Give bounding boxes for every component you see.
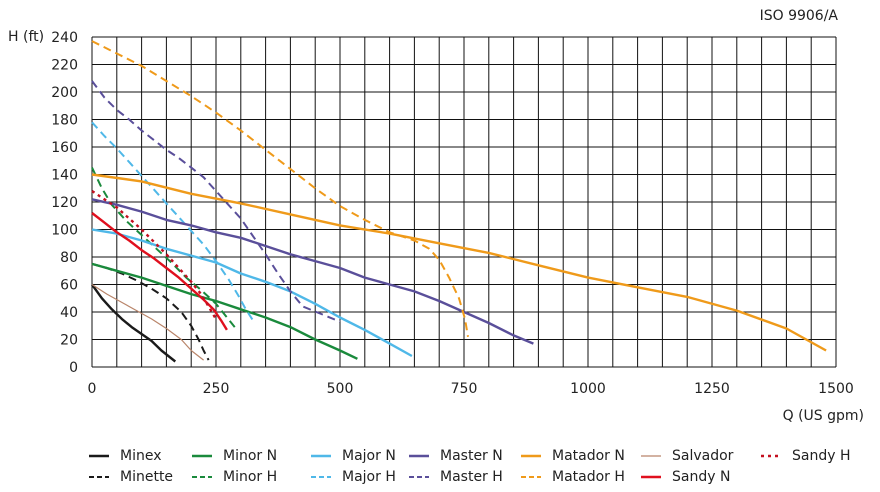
curve-minex xyxy=(91,283,177,363)
curve-minor-h xyxy=(91,167,237,330)
legend-item-minette: Minette xyxy=(88,469,173,485)
legend-swatch xyxy=(311,476,331,478)
x-axis-label: Q (US gpm) xyxy=(783,408,864,424)
legend-label: Minor H xyxy=(223,469,278,485)
legend-item-minor-n: Minor N xyxy=(191,448,277,464)
legend-swatch xyxy=(409,454,429,458)
legend-item-minor-h: Minor H xyxy=(191,469,277,485)
y-tick-label: 60 xyxy=(60,278,78,294)
y-tick-label: 220 xyxy=(51,58,78,74)
y-tick-label: 0 xyxy=(69,360,78,376)
legend-swatch xyxy=(89,476,109,478)
legend-item-salvador: Salvador xyxy=(640,448,733,464)
x-tick-label: 1250 xyxy=(694,381,730,397)
curve-major-n xyxy=(91,228,413,358)
legend: Minex Minette Minor N Minor H Major N Major H… xyxy=(88,448,868,492)
legend-swatch xyxy=(192,454,212,458)
curve-minor-n xyxy=(91,262,358,360)
y-axis-label: H (ft) xyxy=(8,29,44,45)
legend-label: Sandy N xyxy=(672,469,731,485)
y-tick-label: 80 xyxy=(60,250,78,266)
curve-master-n xyxy=(91,198,534,345)
curve-sandy-h xyxy=(91,190,217,319)
legend-item-master-h: Master H xyxy=(408,469,503,485)
legend-label: Matador N xyxy=(552,448,625,464)
y-tick-label: 200 xyxy=(51,85,78,101)
legend-label: Matador H xyxy=(552,469,625,485)
legend-swatch xyxy=(641,455,661,457)
legend-swatch xyxy=(192,476,212,478)
legend-label: Minex xyxy=(120,448,162,464)
x-tick-label: 250 xyxy=(203,381,230,397)
curves xyxy=(91,40,827,363)
legend-label: Master H xyxy=(440,469,503,485)
y-tick-label: 160 xyxy=(51,140,78,156)
legend-label: Minor N xyxy=(223,448,278,464)
curve-salvador xyxy=(91,283,204,361)
curve-matador-h xyxy=(91,40,469,337)
legend-item-sandy-n: Sandy N xyxy=(640,469,730,485)
y-tick-label: 140 xyxy=(51,168,78,184)
legend-swatch xyxy=(641,475,661,479)
x-tick-label: 500 xyxy=(327,381,354,397)
legend-item-major-h: Major H xyxy=(310,469,396,485)
y-tick-label: 40 xyxy=(60,305,78,321)
legend-label: Salvador xyxy=(672,448,734,464)
tick-labels: 0 20 40 60 80 100 120 140 160 180 200 220 240 0 250 500… xyxy=(51,30,854,397)
legend-swatch xyxy=(409,476,429,478)
x-tick-label: 1500 xyxy=(818,381,854,397)
legend-label: Master N xyxy=(440,448,503,464)
curve-major-h xyxy=(91,121,256,324)
standard-label: ISO 9906/A xyxy=(760,8,839,24)
curve-matador-n xyxy=(91,173,827,352)
grid xyxy=(91,36,837,368)
legend-label: Sandy H xyxy=(792,448,851,464)
legend-swatch xyxy=(521,454,541,458)
y-tick-label: 240 xyxy=(51,30,78,46)
legend-swatch xyxy=(311,454,331,458)
y-tick-label: 120 xyxy=(51,195,78,211)
curve-master-h xyxy=(91,80,341,323)
curve-sandy-n xyxy=(91,212,228,331)
x-tick-label: 0 xyxy=(88,381,97,397)
legend-swatch xyxy=(761,454,781,458)
legend-item-sandy-h: Sandy H xyxy=(760,448,851,464)
legend-item-major-n: Major N xyxy=(310,448,396,464)
legend-label: Major N xyxy=(342,448,396,464)
pump-curve-chart: ISO 9906/A H (ft) Q (US gpm) 0 20 40 60 80 10… xyxy=(8,8,864,424)
legend-swatch xyxy=(89,454,109,458)
legend-swatch xyxy=(521,476,541,478)
legend-item-matador-n: Matador N xyxy=(520,448,625,464)
legend-item-matador-h: Matador H xyxy=(520,469,625,485)
legend-item-minex: Minex xyxy=(88,448,162,464)
y-tick-label: 20 xyxy=(60,333,78,349)
x-tick-label: 750 xyxy=(451,381,478,397)
legend-label: Minette xyxy=(120,469,174,485)
legend-item-master-n: Master N xyxy=(408,448,503,464)
x-tick-label: 1000 xyxy=(570,381,606,397)
y-tick-label: 180 xyxy=(51,113,78,129)
y-tick-label: 100 xyxy=(51,223,78,239)
legend-label: Major H xyxy=(342,469,396,485)
